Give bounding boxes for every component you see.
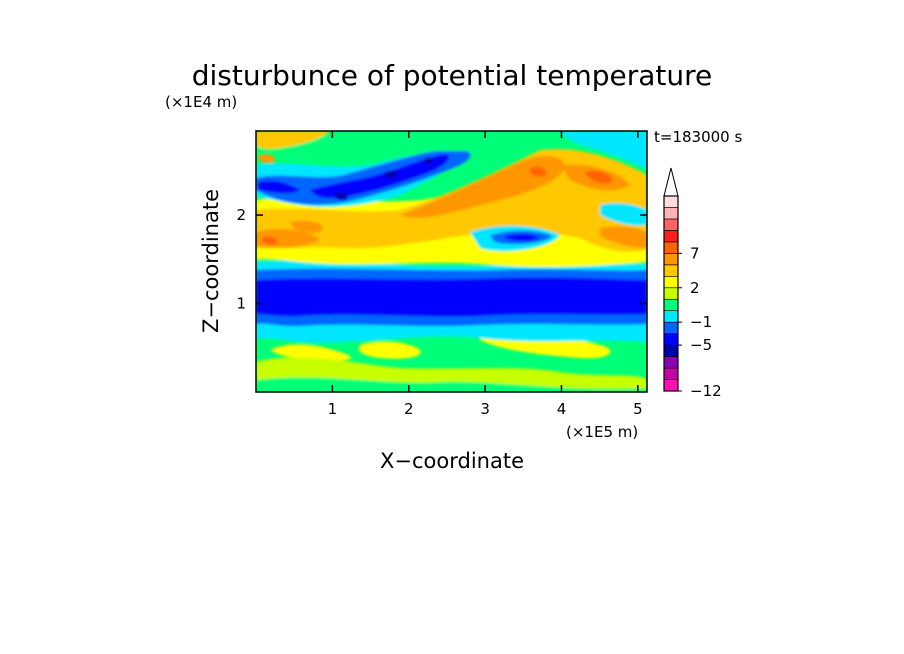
plot-frame <box>255 130 648 393</box>
lower-warm-patches <box>270 328 611 385</box>
colorbar-swatch <box>663 333 679 346</box>
y-axis-ticks: 12 <box>236 206 647 313</box>
colorbar-swatch <box>663 298 679 312</box>
y-unit-label: (×1E4 m) <box>165 93 237 111</box>
x-tick-label: 5 <box>633 400 643 418</box>
x-tick-label: 1 <box>328 400 338 418</box>
colorbar-swatch <box>663 230 679 243</box>
colorbar-frame <box>663 195 679 392</box>
colorbar-tick-label: 7 <box>690 244 700 262</box>
colorbar-tick-label: −12 <box>690 382 722 400</box>
colorbar-tick-label: 2 <box>690 279 700 297</box>
colorbar-swatch <box>663 207 679 220</box>
colorbar-swatch <box>663 367 679 380</box>
colorbar-swatch <box>663 218 679 231</box>
contour-field <box>256 131 647 392</box>
colorbar-swatch <box>663 195 679 208</box>
x-axis-label: X−coordinate <box>380 449 524 473</box>
x-unit-label: (×1E5 m) <box>566 423 638 441</box>
colorbar-swatch <box>663 253 679 266</box>
x-tick-label: 4 <box>557 400 567 418</box>
x-tick-label: 2 <box>404 400 414 418</box>
colorbar-swatch <box>663 321 679 334</box>
y-axis-label: Z−coordinate <box>199 189 223 333</box>
colorbar-swatch <box>663 379 679 392</box>
colorbar-swatch <box>663 344 679 357</box>
x-tick-label: 3 <box>480 400 490 418</box>
colorbar-swatch <box>663 356 679 369</box>
y-tick-label: 1 <box>236 295 246 313</box>
y-tick-label: 2 <box>236 206 246 224</box>
colorbar-swatch <box>663 287 679 300</box>
colorbar-swatch <box>663 264 679 277</box>
chart-title: disturbunce of potential temperature <box>192 59 713 92</box>
colorbar-swatch <box>663 310 679 323</box>
x-axis-ticks: 1 2 3 4 5 <box>328 131 643 418</box>
colorbar-swatch <box>663 241 679 254</box>
colorbar-labels: 7 2 −1 −5 −12 <box>678 244 722 400</box>
colorbar <box>663 167 679 392</box>
colorbar-swatch <box>663 275 679 289</box>
colorbar-tick-label: −1 <box>690 313 712 331</box>
colorbar-tick-label: −5 <box>690 336 712 354</box>
colorbar-extend-arrow <box>663 167 679 197</box>
time-label: t=183000 s <box>654 128 742 146</box>
